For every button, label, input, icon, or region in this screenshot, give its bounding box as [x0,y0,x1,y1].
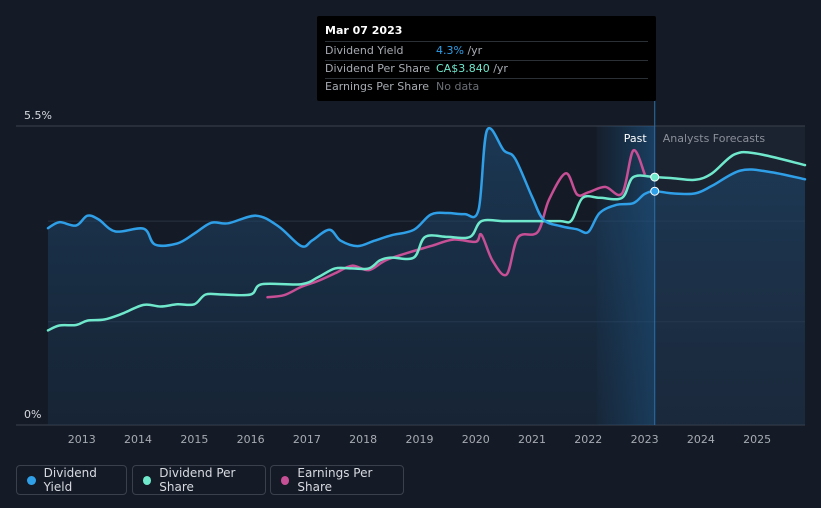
y-tick-label: 5.5% [24,109,52,122]
tooltip-divider [325,41,648,42]
dividend-yield-marker [650,186,660,196]
dividend-yield-area [48,128,805,425]
tooltip-date: Mar 07 2023 [325,24,403,37]
tooltip: Mar 07 2023 Dividend Yield 4.3% /yr Divi… [317,16,656,101]
legend-dot-icon [27,475,36,485]
dividend-yield-value: 4.3% [436,44,464,57]
forecast-label: Analysts Forecasts [663,132,766,145]
x-tick-label: 2016 [237,433,265,446]
x-tick-label: 2022 [574,433,602,446]
x-tick-label: 2015 [180,433,208,446]
legend-item-dividend-per-share[interactable]: Dividend Per Share [132,465,266,495]
dividend-per-share-unit: /yr [489,62,508,75]
x-tick-label: 2013 [68,433,96,446]
legend-label: Earnings Per Share [297,466,373,494]
x-tick-label: 2021 [518,433,546,446]
dividend-per-share-marker [650,172,660,182]
legend-label: Dividend Yield [43,466,97,494]
tooltip-label: Dividend Per Share [325,62,431,75]
tooltip-label: Earnings Per Share [325,80,430,93]
past-label: Past [624,132,648,145]
y-tick-label: 0% [24,408,41,421]
tooltip-value: CA$3.840 /yr [436,62,508,75]
x-tick-label: 2024 [687,433,715,446]
dividend-yield-line [46,126,807,248]
tooltip-divider [325,78,648,79]
x-tick-label: 2023 [631,433,659,446]
tooltip-value: No data [436,80,480,93]
dividend-per-share-line [46,150,807,332]
legend-dot-icon [143,475,152,485]
x-tick-label: 2025 [743,433,771,446]
legend-item-earnings-per-share[interactable]: Earnings Per Share [270,465,404,495]
x-tick-label: 2018 [349,433,377,446]
legend-label: Dividend Per Share [159,466,236,494]
dividend-per-share-value: CA$3.840 [436,62,490,75]
legend-item-dividend-yield[interactable]: Dividend Yield [16,465,127,495]
x-tick-label: 2017 [293,433,321,446]
x-tick-label: 2014 [124,433,152,446]
legend-dot-icon [281,475,290,485]
tooltip-divider [325,60,648,61]
x-tick-label: 2020 [462,433,490,446]
tooltip-value: 4.3% /yr [436,44,482,57]
tooltip-label: Dividend Yield [325,44,404,57]
dividend-yield-unit: /yr [463,44,483,57]
x-tick-label: 2019 [405,433,433,446]
earnings-per-share-line [266,149,646,299]
